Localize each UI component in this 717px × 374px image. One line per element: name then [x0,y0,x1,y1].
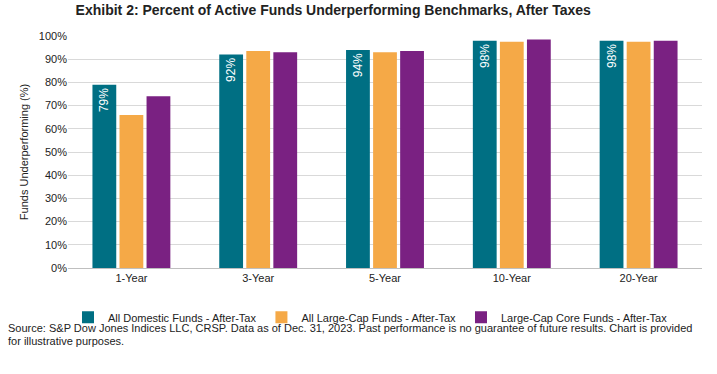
svg-text:90%: 90% [45,53,67,65]
svg-text:10-Year: 10-Year [493,272,531,284]
svg-text:Funds Underperforming (%): Funds Underperforming (%) [18,84,30,220]
svg-text:0%: 0% [51,262,67,274]
svg-text:3-Year: 3-Year [242,272,274,284]
svg-text:10%: 10% [45,239,67,251]
svg-text:100%: 100% [39,30,67,42]
svg-text:60%: 60% [45,123,67,135]
html-text:Source: S&P Dow Jones Indices: Source: S&P Dow Jones Indices LLC, CRSP.… [8,322,693,347]
svg-text:All Domestic Funds - After-Tax: All Domestic Funds - After-Tax [108,312,256,324]
svg-text:70%: 70% [45,99,67,111]
svg-text:Exhibit 2: Percent of Active F: Exhibit 2: Percent of Active Funds Under… [76,2,591,18]
svg-text:1-Year: 1-Year [115,272,147,284]
svg-text:20%: 20% [45,215,67,227]
svg-text:98%: 98% [605,44,619,68]
svg-text:94%: 94% [351,53,365,77]
svg-text:80%: 80% [45,76,67,88]
svg-text:79%: 79% [97,88,111,112]
svg-text:92%: 92% [224,58,238,82]
svg-text:5-Year: 5-Year [369,272,401,284]
svg-text:50%: 50% [45,146,67,158]
svg-text:Large-Cap Core Funds - After-T: Large-Cap Core Funds - After-Tax [501,312,667,324]
svg-text:All Large-Cap Funds - After-Ta: All Large-Cap Funds - After-Tax [301,312,456,324]
svg-text:98%: 98% [478,44,492,68]
svg-text:40%: 40% [45,169,67,181]
svg-text:20-Year: 20-Year [620,272,658,284]
svg-text:30%: 30% [45,192,67,204]
